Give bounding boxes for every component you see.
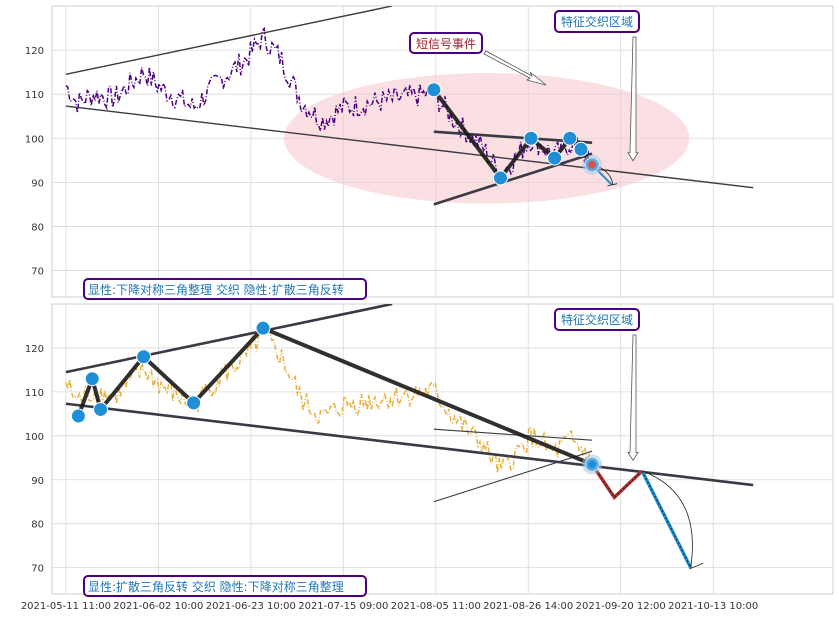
pivot-marker [84, 371, 100, 387]
y-tick-label: 100 [25, 134, 44, 145]
event-label-box [409, 32, 483, 54]
pivot-marker [70, 408, 86, 424]
pivot-marker [573, 141, 589, 157]
y-tick-label: 90 [31, 476, 44, 487]
y-tick-label: 120 [25, 46, 44, 57]
event-arrow [483, 50, 547, 86]
pivot-marker [136, 349, 152, 365]
projection-tick [607, 183, 618, 187]
x-tick-label: 2021-08-05 11:00 [391, 601, 481, 612]
region-label-text: 特征交织区域 [561, 312, 633, 327]
trend-line [433, 152, 593, 206]
projection-tick [689, 562, 704, 570]
pattern-label-box [83, 278, 367, 300]
trend-line [65, 304, 393, 374]
trend-line [433, 450, 593, 503]
pivot-marker [255, 320, 271, 336]
pattern-label-text: 显性:下降对称三角整理 交织 隐性:扩散三角反转 [88, 282, 344, 297]
pattern-label-box [83, 575, 367, 597]
projection-blue [640, 470, 693, 569]
x-tick-label: 2021-10-13 10:00 [668, 601, 758, 612]
plot-content [65, 6, 754, 206]
y-tick-label: 100 [25, 432, 44, 443]
highlight-ellipse [283, 73, 690, 204]
end-marker [588, 460, 597, 469]
y-tick-label: 80 [31, 520, 44, 531]
region-arrow [627, 334, 639, 462]
pivot-marker [562, 130, 578, 146]
pivot-marker [523, 130, 539, 146]
pivot-marker [93, 401, 109, 417]
y-tick-label: 110 [25, 388, 44, 399]
x-axis: 2021-05-11 11:00 2021-06-02 10:00 2021-06-… [21, 601, 758, 612]
price-series [65, 326, 592, 474]
pattern-label: 显性:下降对称三角整理 交织 隐性:扩散三角反转 [83, 278, 367, 300]
x-tick-label: 2021-06-02 10:00 [113, 601, 203, 612]
y-tick-label: 90 [31, 178, 44, 189]
region-label-box [554, 308, 640, 331]
region-label-text: 特征交织区域 [561, 14, 633, 29]
y-tick-label: 110 [25, 90, 44, 101]
region-label-box [554, 10, 640, 33]
projection-red-dots [591, 464, 643, 499]
x-tick-label: 2021-09-20 12:00 [576, 601, 666, 612]
pivot-marker [426, 82, 442, 98]
y-tick-label: 120 [25, 344, 44, 355]
region-label: 特征交织区域 [554, 10, 640, 33]
y-tick-label: 80 [31, 222, 44, 233]
x-tick-label: 2021-07-15 09:00 [298, 601, 388, 612]
y-tick-label: 70 [31, 267, 44, 278]
x-tick-label: 2021-06-23 10:00 [206, 601, 296, 612]
event-label: 短信号事件 [409, 32, 483, 54]
end-marker [588, 160, 597, 169]
event-label-text: 短信号事件 [416, 37, 476, 51]
trend-line [65, 6, 393, 76]
projection-arc [641, 470, 693, 568]
pivot-marker [547, 150, 563, 166]
x-tick-label: 2021-05-11 11:00 [21, 601, 111, 612]
pivot-marker [186, 395, 202, 411]
trend-line [65, 402, 754, 487]
trend-line [433, 428, 593, 441]
trend-line [65, 105, 754, 189]
plot-content [65, 304, 754, 570]
pattern-label-text: 显性:扩散三角反转 交织 隐性:下降对称三角整理 [88, 579, 344, 594]
region-arrow [627, 36, 639, 162]
region-label: 特征交织区域 [554, 308, 640, 331]
y-tick-label: 70 [31, 564, 44, 575]
x-tick-label: 2021-08-26 14:00 [483, 601, 573, 612]
pattern-label: 显性:扩散三角反转 交织 隐性:下降对称三角整理 [83, 575, 367, 597]
pivot-marker [492, 170, 508, 186]
